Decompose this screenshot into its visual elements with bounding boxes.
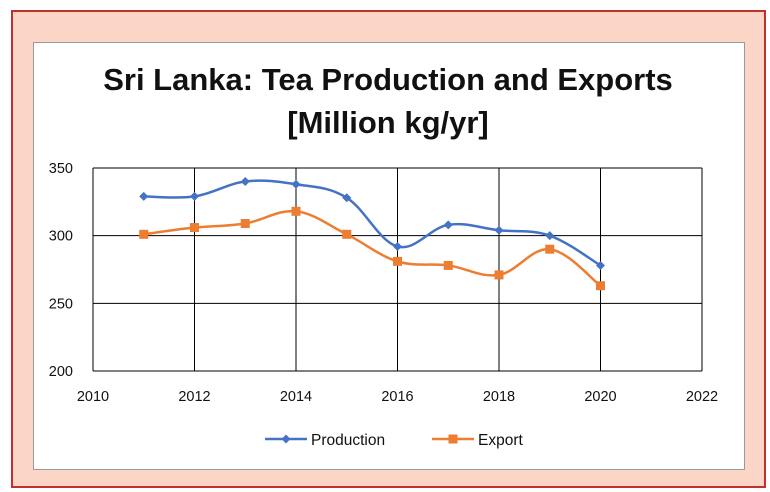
- production-point: [139, 191, 149, 201]
- y-tick-label: 300: [49, 229, 73, 245]
- y-tick-label: 200: [49, 364, 73, 380]
- export-point: [393, 256, 402, 266]
- x-tick-label: 2016: [381, 389, 413, 405]
- production-series-line: [143, 179, 602, 267]
- export-legend-label: Export: [478, 432, 523, 449]
- chart-area: [33, 42, 745, 470]
- production-legend-marker: [281, 434, 291, 444]
- production-point: [443, 220, 453, 230]
- production-point: [545, 231, 555, 241]
- export-point: [240, 218, 250, 228]
- x-tick-label: 2012: [178, 389, 210, 405]
- production-point: [494, 225, 504, 235]
- y-tick-label: 350: [49, 161, 73, 177]
- production-point: [291, 179, 301, 189]
- chart-title: Sri Lanka: Tea Production and Exports: [103, 62, 673, 97]
- series-lines: [139, 177, 605, 291]
- export-point: [545, 244, 555, 254]
- production-point: [596, 260, 605, 270]
- x-tick-label: 2014: [280, 389, 312, 405]
- production-point: [240, 177, 250, 187]
- production-legend-label: Production: [311, 432, 385, 449]
- chart-subtitle: [Million kg/yr]: [287, 105, 489, 140]
- export-point: [342, 229, 352, 239]
- y-tick-label: 250: [49, 296, 73, 312]
- export-legend-marker: [448, 434, 458, 444]
- legend: Production Export: [265, 432, 523, 449]
- export-point: [443, 260, 453, 270]
- production-point: [190, 191, 199, 201]
- export-point: [494, 270, 504, 280]
- axis-ticks: 2010 2012 2014 2016 2018 2020 2022 200 250 300 350: [49, 161, 718, 405]
- x-tick-label: 2022: [686, 389, 718, 405]
- x-tick-label: 2010: [77, 389, 109, 405]
- export-point: [596, 281, 605, 291]
- export-point: [139, 229, 149, 239]
- export-point: [291, 206, 301, 216]
- gridlines: [92, 167, 703, 372]
- export-series-line: [143, 209, 602, 287]
- x-tick-label: 2018: [483, 389, 515, 405]
- production-point: [342, 193, 352, 203]
- export-point: [190, 223, 199, 233]
- production-point: [393, 241, 402, 251]
- x-tick-label: 2020: [584, 389, 616, 405]
